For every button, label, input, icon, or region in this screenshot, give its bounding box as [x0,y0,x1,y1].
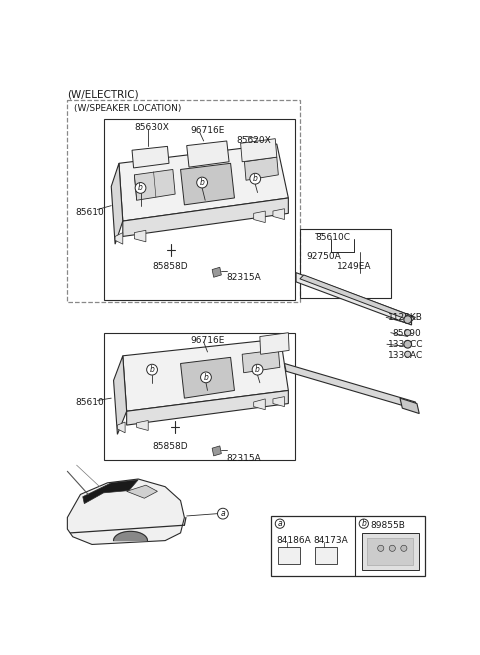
Text: a: a [221,509,225,518]
Text: 1336AC: 1336AC [388,351,424,360]
Polygon shape [118,422,125,433]
Polygon shape [254,399,265,409]
Text: 85610C: 85610C [315,233,350,242]
Circle shape [250,174,261,184]
Text: 1125KB: 1125KB [388,314,423,322]
Circle shape [147,364,157,375]
Polygon shape [273,397,285,407]
Polygon shape [127,485,157,498]
Text: 82315A: 82315A [227,272,262,282]
Polygon shape [296,272,411,325]
Text: 85858D: 85858D [152,262,188,271]
Polygon shape [134,231,146,242]
Polygon shape [134,170,175,200]
Circle shape [404,341,411,348]
Text: 1249EA: 1249EA [337,262,372,271]
Text: b: b [253,174,258,183]
Circle shape [404,316,411,324]
Text: 85630X: 85630X [134,123,169,132]
Text: 92750A: 92750A [306,252,341,261]
Bar [278,547,300,564]
Circle shape [135,183,146,193]
Polygon shape [240,139,277,162]
Text: b: b [200,178,204,187]
Circle shape [401,545,407,552]
Text: 82315A: 82315A [227,454,262,462]
Text: 84186A: 84186A [277,536,312,545]
Polygon shape [119,144,288,221]
Text: 96716E: 96716E [191,336,225,345]
Polygon shape [132,146,169,168]
Bar [104,333,295,460]
Text: b: b [138,183,143,193]
Polygon shape [114,531,147,540]
Polygon shape [83,479,138,504]
Polygon shape [187,141,229,167]
Text: 85610: 85610 [75,398,104,407]
Circle shape [275,519,285,529]
Text: 96716E: 96716E [191,126,225,136]
Circle shape [405,329,411,336]
Circle shape [252,364,263,375]
Text: b: b [255,365,260,374]
Polygon shape [111,163,123,244]
Circle shape [217,508,228,519]
Polygon shape [123,198,288,236]
Polygon shape [114,356,127,434]
Circle shape [359,519,369,529]
Text: (W/ELECTRIC): (W/ELECTRIC) [67,89,139,100]
Circle shape [201,372,211,383]
Polygon shape [242,350,280,373]
Bar [361,533,419,570]
Text: 85690: 85690 [392,329,421,338]
Text: a: a [277,519,282,528]
Polygon shape [212,446,221,456]
Circle shape [389,545,396,552]
Polygon shape [273,209,285,219]
Circle shape [197,177,207,188]
Circle shape [378,545,384,552]
Text: 85610: 85610 [75,208,104,217]
Bar [315,547,337,564]
Polygon shape [400,398,419,413]
Polygon shape [212,267,221,277]
Bar [367,538,413,565]
Text: b: b [150,365,155,374]
Bar [300,229,391,298]
Bar [67,100,300,302]
Polygon shape [67,479,184,544]
Polygon shape [127,390,288,425]
Text: 85858D: 85858D [152,442,188,451]
Text: 85620X: 85620X [237,136,272,145]
Text: b: b [361,519,366,528]
Circle shape [405,351,411,358]
Polygon shape [260,333,289,354]
Polygon shape [285,364,417,409]
Text: (W/SPEAKER LOCATION): (W/SPEAKER LOCATION) [73,104,181,113]
Text: 89855B: 89855B [371,521,406,530]
Polygon shape [254,211,265,223]
Polygon shape [137,421,148,430]
Bar [104,119,295,299]
Polygon shape [244,157,278,180]
Polygon shape [300,275,415,321]
Polygon shape [123,339,288,411]
Text: 1339CC: 1339CC [388,341,424,349]
Polygon shape [180,163,234,205]
Polygon shape [115,233,123,244]
Bar [271,516,425,576]
Text: 84173A: 84173A [314,536,348,545]
Polygon shape [180,358,234,398]
Text: b: b [204,373,208,382]
